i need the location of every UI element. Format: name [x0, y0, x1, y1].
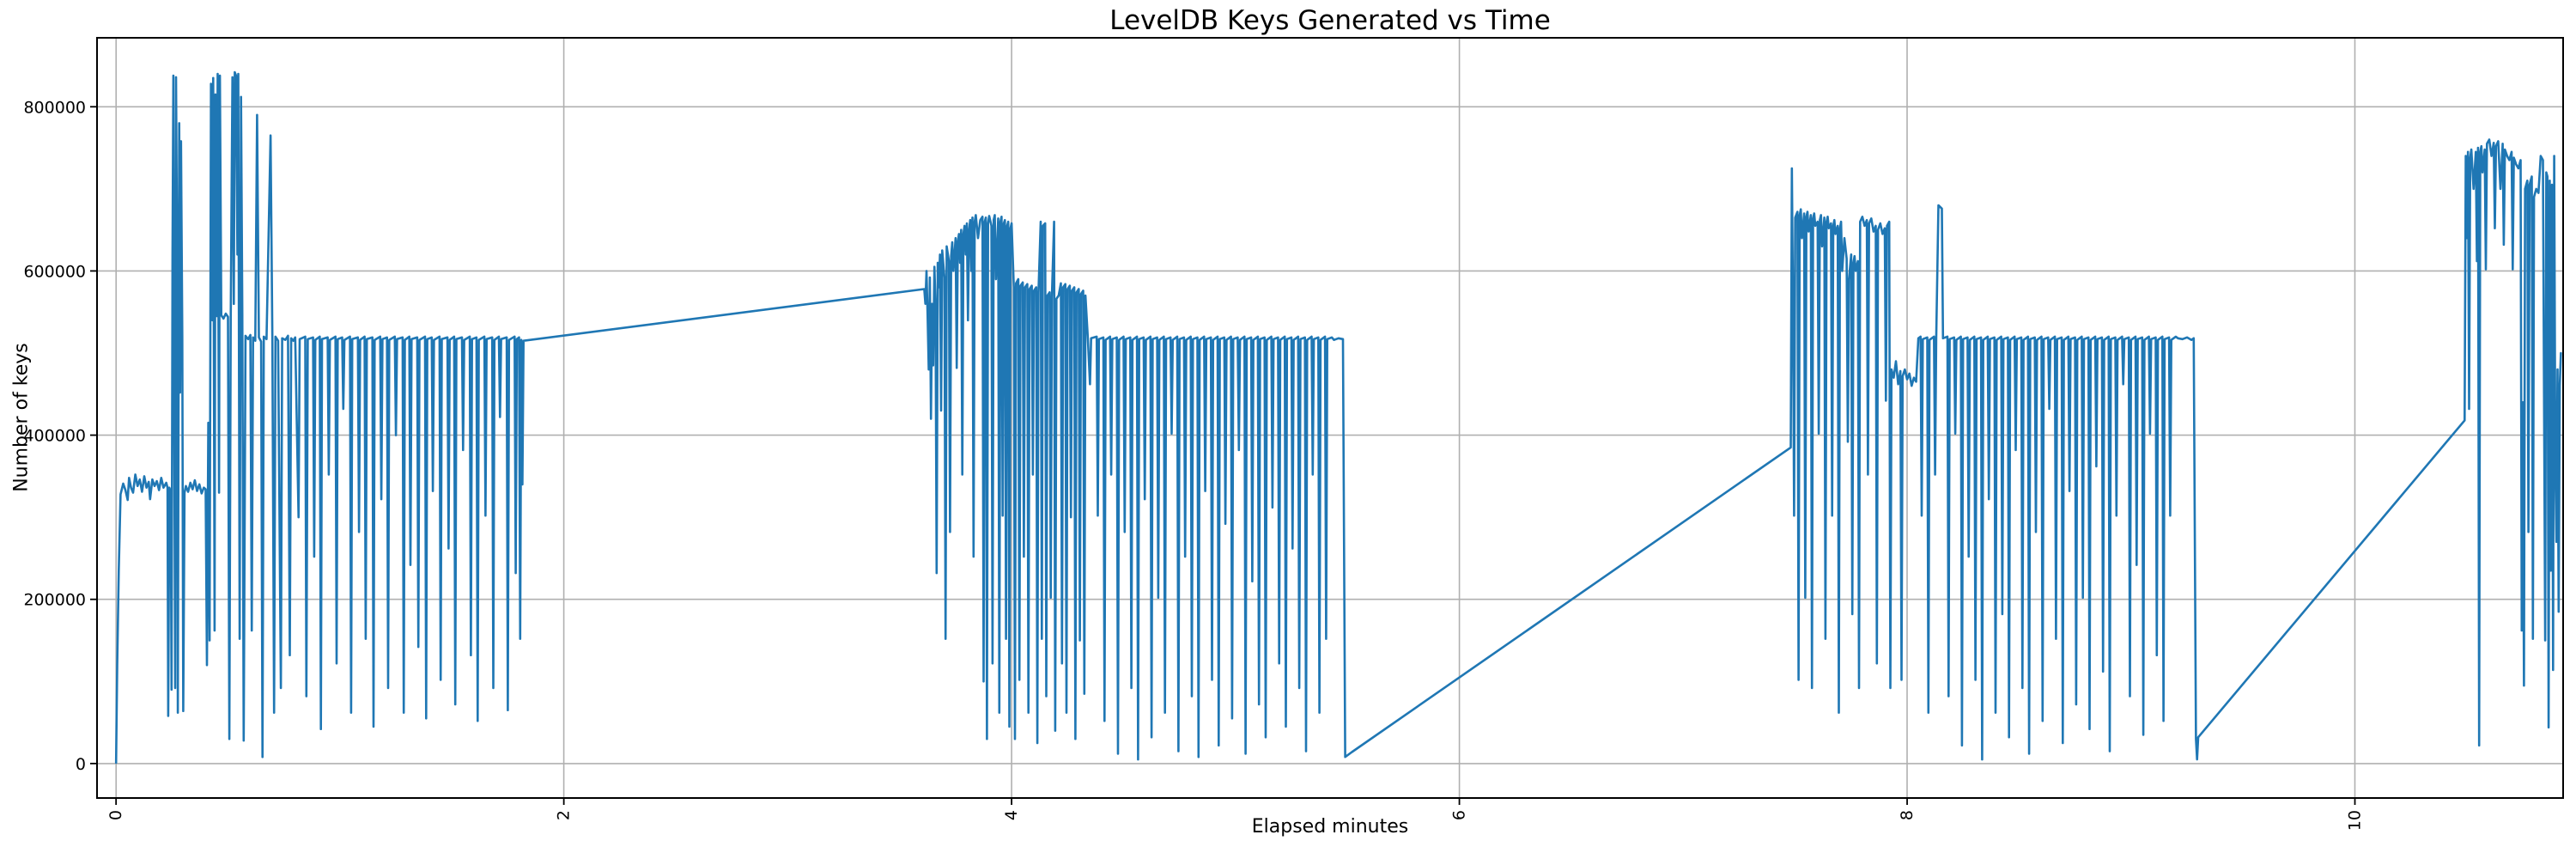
x-tick-label: 10 [2346, 810, 2365, 831]
y-axis-label: Number of keys [10, 343, 33, 492]
x-tick-label: 6 [1450, 810, 1469, 820]
chart-title: LevelDB Keys Generated vs Time [1109, 5, 1551, 36]
y-tick-label: 600000 [23, 262, 86, 281]
x-tick-label: 2 [555, 810, 574, 820]
x-tick-label: 8 [1898, 810, 1917, 820]
x-tick-label: 4 [1002, 810, 1021, 820]
y-tick-label: 400000 [23, 427, 86, 446]
data-line-keys [114, 70, 2562, 765]
y-tick-label: 800000 [23, 98, 86, 117]
y-tick-label: 0 [76, 755, 86, 774]
axes-spines [96, 37, 2564, 799]
x-axis-label: Elapsed minutes [1251, 816, 1409, 838]
y-tick-label: 200000 [23, 591, 86, 610]
x-tick-label: 0 [106, 810, 125, 820]
